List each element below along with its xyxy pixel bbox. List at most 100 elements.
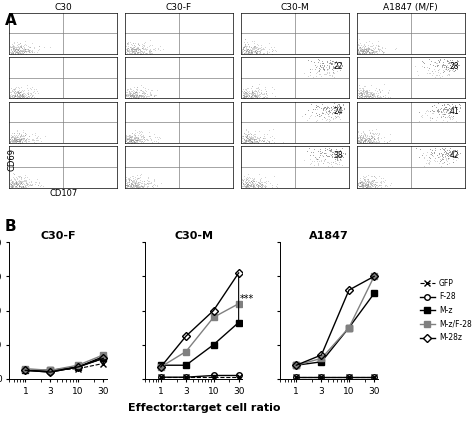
Point — [133, 138, 140, 144]
Point — [10, 129, 18, 136]
Point — [37, 138, 45, 145]
Point — [355, 85, 363, 91]
Point — [357, 91, 365, 98]
Point — [361, 48, 369, 54]
Point — [370, 90, 378, 96]
Point — [134, 43, 142, 50]
Point — [130, 48, 137, 54]
Point — [366, 183, 374, 189]
Point — [250, 93, 257, 100]
Point — [366, 95, 374, 101]
Point — [23, 85, 30, 92]
Point — [263, 139, 271, 146]
Point — [244, 181, 252, 188]
Point — [125, 136, 132, 142]
Point — [239, 91, 247, 98]
Point — [371, 139, 378, 145]
Point — [323, 103, 331, 109]
Point — [360, 182, 367, 189]
Point — [123, 181, 130, 188]
Point — [363, 178, 371, 184]
Point — [28, 93, 36, 100]
Point — [369, 178, 377, 184]
Point — [361, 132, 368, 139]
Point — [359, 86, 367, 93]
Point — [360, 41, 368, 48]
Point — [333, 62, 340, 69]
Point — [147, 179, 155, 185]
Point — [433, 63, 440, 69]
Point — [254, 46, 262, 53]
Point — [447, 62, 455, 69]
Point — [238, 133, 246, 139]
Point — [320, 150, 328, 157]
Point — [138, 45, 146, 52]
Point — [123, 50, 130, 56]
Point — [449, 59, 457, 66]
Point — [334, 111, 341, 118]
Point — [440, 56, 447, 63]
Point — [15, 182, 22, 189]
Point — [354, 90, 362, 97]
Point — [126, 91, 134, 98]
Point — [241, 181, 248, 187]
Point — [370, 177, 377, 184]
Point — [336, 155, 344, 162]
Point — [238, 138, 246, 145]
Point — [257, 47, 264, 54]
Point — [125, 92, 133, 99]
Point — [246, 182, 253, 189]
Point — [141, 91, 149, 98]
Point — [134, 182, 141, 189]
Point — [242, 43, 250, 50]
Point — [320, 105, 328, 112]
Point — [127, 45, 135, 52]
Point — [124, 41, 131, 48]
Point — [11, 87, 19, 94]
Point — [126, 93, 134, 99]
Point — [357, 42, 365, 49]
Point — [139, 90, 146, 96]
Point — [139, 88, 146, 94]
Point — [245, 48, 252, 55]
Point — [447, 62, 454, 69]
Point — [248, 136, 256, 142]
Point — [374, 45, 382, 51]
Point — [251, 131, 259, 138]
Point — [334, 64, 342, 71]
Point — [369, 93, 377, 100]
Point — [424, 108, 432, 115]
Point — [133, 181, 141, 188]
Point — [129, 48, 137, 55]
Point — [444, 152, 451, 158]
Point — [127, 174, 134, 181]
Point — [129, 182, 137, 189]
Point — [128, 181, 135, 188]
Point — [306, 72, 314, 78]
Point — [246, 139, 254, 146]
Point — [327, 109, 334, 116]
Point — [373, 48, 380, 54]
Point — [19, 50, 27, 56]
Point — [13, 136, 21, 142]
Point — [154, 46, 162, 53]
Point — [331, 105, 338, 112]
Point — [368, 46, 376, 53]
Point — [151, 181, 159, 188]
Point — [370, 45, 377, 52]
Point — [247, 48, 255, 55]
Point — [338, 61, 346, 68]
Point — [149, 45, 157, 52]
Point — [9, 45, 17, 51]
Point — [338, 63, 346, 70]
Point — [150, 46, 157, 53]
Point — [131, 139, 138, 146]
Point — [140, 93, 147, 100]
Point — [364, 137, 371, 144]
Point — [437, 157, 444, 164]
Point — [149, 184, 156, 190]
Point — [363, 95, 370, 101]
Point — [128, 91, 136, 98]
Point — [337, 152, 345, 158]
Point — [252, 139, 260, 146]
